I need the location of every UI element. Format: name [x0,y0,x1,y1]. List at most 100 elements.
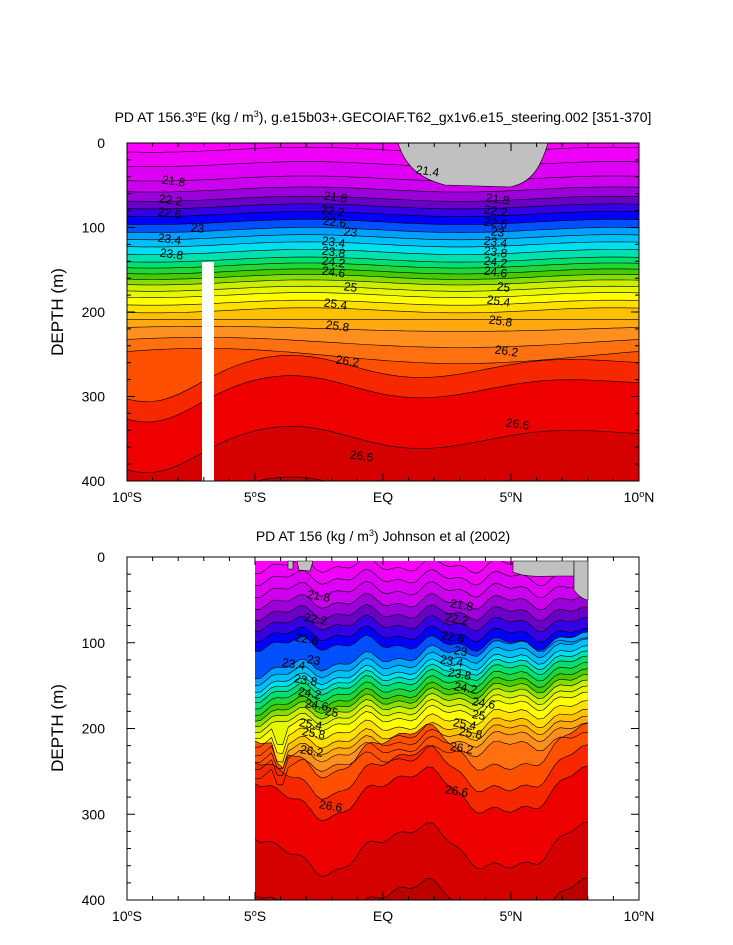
top-panel-ylabel: DEPTH (m) [48,268,67,356]
contour-label: 23.4 [321,233,346,250]
contour-label: 26.2 [335,352,360,369]
contour-line [127,219,639,225]
contour-label: 23.8 [293,671,319,689]
top-panel-axes: 10oS 5oS EQ 5oN 10oN 0 100 200 300 400 [82,135,655,505]
contour-label: 25.4 [452,715,478,733]
contour-line [255,603,588,622]
x-tick-label: 5oN [500,489,523,505]
contour-label: 21.4 [415,162,440,179]
missing-data-gap [202,262,214,481]
x-tick-label: 10oS [112,489,142,505]
contour-line [255,645,588,693]
contour-label: 21.8 [485,190,510,207]
contour-label: 25.8 [325,317,350,334]
y-tick-label: 400 [82,892,106,908]
contour-line [255,662,588,710]
y-tick-label: 100 [82,635,106,651]
contour-label: 25 [343,279,358,295]
contour-line [255,580,588,598]
contour-label: 25.8 [458,724,484,742]
contour-line [127,234,639,241]
contour-label: 23 [490,224,505,240]
contour-line [255,655,588,704]
contour-line [127,211,639,217]
contour-label: 24.6 [483,263,508,280]
y-tick-label: 0 [97,549,105,565]
contour-label: 24.6 [304,696,330,714]
missing-data-region [573,560,589,601]
contour-label: 23 [343,224,358,240]
contour-label: 25 [496,279,511,295]
contour-line [255,650,588,698]
contour-line [255,722,588,777]
contour-label: 21.8 [323,188,348,205]
x-tick-label: EQ [373,489,393,505]
contour-label: 23.8 [321,243,346,260]
x-tick-label: 10oS [112,908,142,924]
contour-line [255,744,588,800]
contour-line [255,691,588,746]
y-tick-label: 200 [82,304,106,320]
contour-line [255,722,588,779]
contour-label: 22.2 [444,610,470,628]
missing-data-region [512,560,575,577]
contour-band [127,426,639,481]
contour-line [255,715,588,770]
contour-line [255,568,588,586]
contour-band [255,821,588,900]
x-tick-label: 5oS [244,908,266,924]
contour-line [127,161,639,168]
missing-data-region [397,142,549,188]
contour-label: 26.6 [505,415,530,432]
contour-label: 23 [190,220,205,236]
contour-label: 22.6 [483,214,508,231]
y-tick-label: 300 [82,806,106,822]
contour-label: 26.6 [349,447,374,464]
bottom-panel: PD AT 156 (kg / m3) Johnson et al (2002)… [48,528,655,924]
contour-label: 26.2 [494,342,519,359]
contour-line [255,877,588,900]
contour-label: 24.2 [453,679,479,697]
contour-line [255,638,588,686]
contour-label: 26.2 [449,739,475,757]
contour-line [255,614,588,632]
bottom-panel-axes: 10oS 5oS EQ 5oN 10oN 0 100 200 300 400 [82,549,655,924]
contour-label: 24.2 [297,684,323,702]
contour-line [255,732,588,786]
contour-line [127,241,639,248]
x-tick-label: 5oS [244,489,266,505]
contour-line [127,256,639,263]
contour-label: 23.8 [159,245,184,262]
contour-line [255,668,588,716]
bottom-panel-missing-regions [287,560,589,601]
contour-label: 26.6 [318,797,344,815]
contour-label: 23 [306,652,322,668]
contour-band [257,477,326,481]
contour-label: 24.6 [471,694,497,712]
top-panel-title: PD AT 156.3oE (kg / m3), g.e15b03+.GECOI… [115,109,652,125]
y-tick-label: 200 [82,721,106,737]
contour-label: 23.8 [483,243,508,260]
x-tick-label: 5oN [500,908,523,924]
x-tick-label: 10oN [624,908,655,924]
contour-label: 26.6 [444,782,470,800]
contour-label: 25.8 [488,312,513,329]
top-panel: PD AT 156.3oE (kg / m3), g.e15b03+.GECOI… [48,109,655,505]
contour-label: 23.4 [439,652,465,670]
y-tick-label: 100 [82,220,106,236]
contour-label: 22.2 [320,202,345,219]
contour-label: 26.2 [299,742,325,760]
contour-line [127,203,639,210]
bottom-panel-title: PD AT 156 (kg / m3) Johnson et al (2002) [256,528,510,544]
contour-label: 25.4 [323,295,348,312]
contour-label: 25 [471,707,487,723]
contour-line [255,625,588,643]
contour-line [255,631,588,680]
top-panel-contour-labels: 21.822.222.62323.423.821.822.222.62323.4… [157,162,530,464]
contour-line [127,227,639,233]
contour-label: 22.6 [440,628,466,646]
contour-line [255,765,588,822]
contour-label: 21.8 [449,596,475,614]
contour-line [255,634,588,652]
